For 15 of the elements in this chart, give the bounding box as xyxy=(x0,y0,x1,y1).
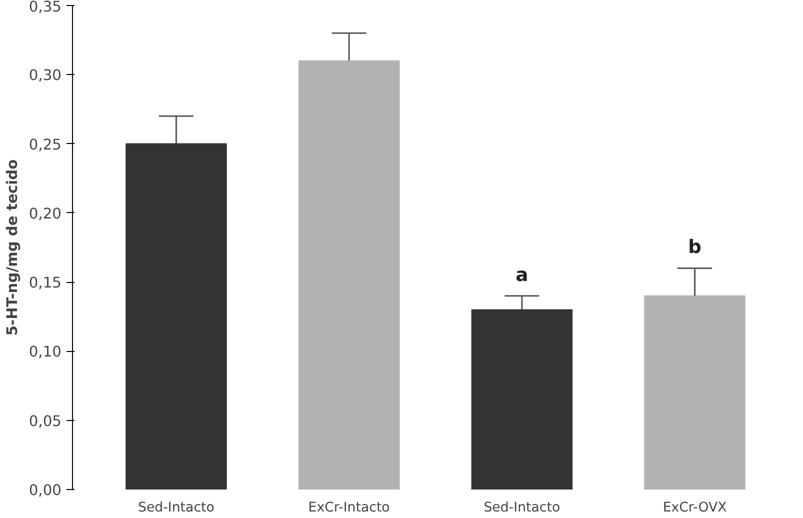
y-tick-label: 0,05 xyxy=(28,412,62,430)
annotation: a xyxy=(516,264,528,286)
x-tick-label: Sed-Intacto xyxy=(138,500,214,516)
x-tick-label: Sed-Intacto xyxy=(484,500,560,516)
y-tick-label: 0,25 xyxy=(28,136,62,154)
y-tick-label: 0,00 xyxy=(28,482,62,499)
y-axis-title: 5-HT-ng/mg de tecido xyxy=(4,159,21,336)
y-tick-label: 0,35 xyxy=(28,0,62,16)
x-tick-label: ExCr-OVX xyxy=(662,500,727,516)
y-tick-label: 0,30 xyxy=(28,67,62,84)
annotation: b xyxy=(688,237,702,258)
x-tick-label: ExCr-Intacto xyxy=(308,500,390,516)
y-tick-label: 0,20 xyxy=(28,205,62,222)
y-tick-label: 0,10 xyxy=(28,344,62,361)
y-tick-label: 0,15 xyxy=(28,274,62,292)
